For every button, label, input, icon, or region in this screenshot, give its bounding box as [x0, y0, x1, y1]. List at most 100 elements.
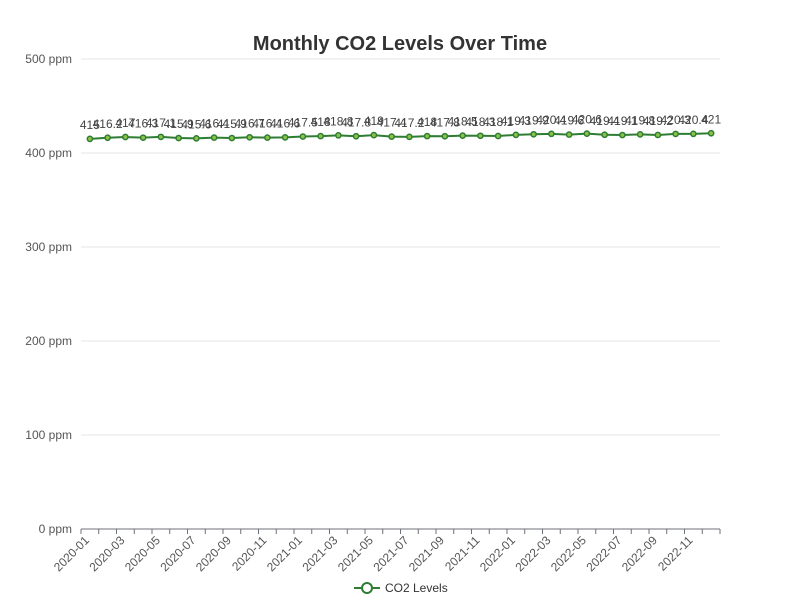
data-point[interactable]	[228, 134, 236, 142]
grid-lines	[81, 58, 720, 436]
data-label: 415	[80, 118, 100, 132]
y-tick-label: 100 ppm	[25, 428, 72, 442]
data-point[interactable]	[583, 130, 591, 137]
data-point[interactable]	[352, 132, 360, 140]
x-tick-label: 2020-09	[193, 533, 234, 574]
x-tick-label: 2020-03	[86, 533, 127, 574]
data-label: 419.6	[554, 114, 584, 128]
data-label: 419.8	[625, 113, 655, 127]
data-label: 415.9	[164, 117, 194, 131]
data-point[interactable]	[406, 133, 413, 141]
data-point[interactable]	[139, 134, 147, 142]
y-tick-label: 400 ppm	[25, 146, 72, 160]
series-line	[89, 132, 712, 140]
data-point[interactable]	[370, 131, 378, 139]
x-tick-label: 2021-11	[442, 533, 483, 574]
data-point[interactable]	[441, 132, 449, 140]
data-point[interactable]	[317, 132, 324, 140]
data-point[interactable]	[423, 132, 431, 140]
legend-label: CO2 Levels	[385, 581, 448, 595]
x-tick-label: 2021-07	[370, 533, 411, 574]
data-label: 417.5	[288, 116, 318, 130]
data-label: 416.3	[128, 117, 158, 131]
x-tick-label: 2020-05	[122, 533, 163, 574]
data-point[interactable]	[530, 130, 537, 138]
x-axis: 2020-012020-032020-052020-072020-092020-…	[51, 528, 721, 574]
chart-title: Monthly CO2 Levels Over Time	[253, 33, 547, 55]
data-point[interactable]	[619, 131, 626, 139]
legend[interactable]: CO2 Levels	[354, 581, 448, 595]
data-label: 419.2	[643, 114, 673, 128]
data-point[interactable]	[210, 134, 218, 141]
data-label: 416.2	[93, 117, 123, 131]
x-tick-label: 2020-11	[229, 533, 270, 574]
data-point[interactable]	[264, 134, 271, 141]
x-tick-label: 2021-03	[299, 533, 340, 574]
data-label: 418.3	[465, 115, 495, 129]
data-point[interactable]	[672, 130, 679, 138]
data-label: 420.3	[661, 113, 691, 127]
data-label: 417	[115, 116, 135, 130]
x-tick-label: 2021-05	[335, 533, 376, 574]
x-tick-label: 2020-07	[157, 533, 198, 574]
legend-marker-icon	[361, 582, 373, 594]
data-point[interactable]	[157, 133, 165, 141]
legend-item-co2-levels[interactable]: CO2 Levels	[354, 581, 448, 595]
x-tick-label: 2021-09	[406, 533, 447, 574]
data-point[interactable]	[388, 133, 395, 140]
data-label: 416.7	[235, 116, 265, 130]
data-label: 420.4	[678, 113, 708, 127]
data-point[interactable]	[193, 134, 200, 142]
data-point[interactable]	[601, 131, 608, 139]
data-point[interactable]	[281, 134, 289, 141]
y-tick-label: 0 ppm	[39, 522, 72, 536]
data-point[interactable]	[654, 131, 662, 139]
x-tick-label: 2022-05	[548, 533, 589, 574]
data-label: 417.8	[341, 115, 371, 129]
x-tick-label: 2022-07	[583, 533, 624, 574]
data-label: 419.1	[607, 114, 637, 128]
data-label: 416.6	[270, 116, 300, 130]
data-point[interactable]	[512, 131, 520, 139]
data-point[interactable]	[548, 130, 555, 138]
data-point[interactable]	[335, 131, 342, 139]
data-label: 419.9	[519, 113, 549, 127]
data-label: 416.4	[199, 117, 229, 131]
data-label: 417.8	[430, 115, 460, 129]
y-tick-label: 300 ppm	[25, 240, 72, 254]
data-point[interactable]	[246, 133, 253, 141]
y-tick-label: 500 ppm	[25, 52, 72, 66]
y-axis: 0 ppm 100 ppm 200 ppm 300 ppm 400 ppm 500 ppm	[25, 52, 72, 536]
data-point[interactable]	[86, 135, 94, 143]
data-labels: 415416.2417416.3417.1415.9415.6416.4415.…	[80, 112, 722, 132]
data-label: 421	[701, 112, 721, 126]
series-co2-levels	[86, 129, 715, 143]
data-point[interactable]	[104, 134, 111, 142]
data-label: 418	[417, 115, 437, 129]
data-point[interactable]	[707, 129, 715, 137]
data-label: 419.4	[590, 114, 620, 128]
y-tick-label: 200 ppm	[25, 334, 72, 348]
data-point[interactable]	[477, 132, 484, 140]
data-point[interactable]	[299, 133, 307, 140]
data-label: 415.6	[181, 117, 211, 131]
data-label: 416.4	[252, 117, 282, 131]
data-label: 418.1	[483, 115, 513, 129]
data-point[interactable]	[175, 134, 182, 142]
data-point[interactable]	[459, 132, 466, 139]
data-label: 420.6	[572, 113, 602, 127]
x-tick-label: 2022-03	[512, 533, 553, 574]
data-label: 418.8	[323, 114, 353, 128]
data-point[interactable]	[565, 131, 573, 138]
data-label: 417.4	[377, 116, 407, 130]
data-point[interactable]	[690, 130, 697, 138]
data-point[interactable]	[122, 133, 129, 141]
data-point[interactable]	[636, 131, 644, 138]
data-label: 417.2	[394, 116, 424, 130]
x-tick-label: 2022-09	[619, 533, 660, 574]
x-tick-label: 2021-01	[264, 533, 305, 574]
x-tick-label: 2022-11	[655, 533, 696, 574]
data-point[interactable]	[494, 132, 502, 140]
data-label: 418	[311, 115, 331, 129]
